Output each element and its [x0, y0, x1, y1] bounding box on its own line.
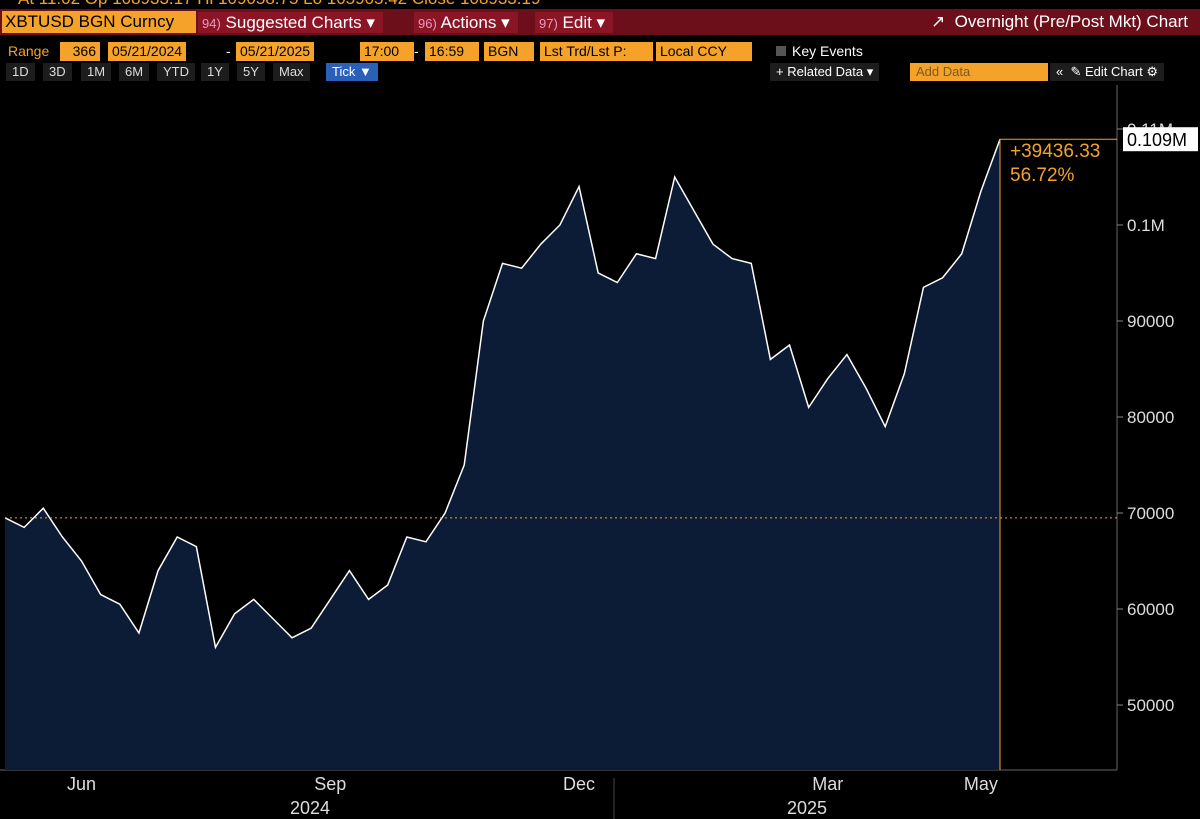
- last-price-label: 0.109M: [1127, 130, 1187, 150]
- menu-num: 97): [539, 16, 558, 31]
- x-tick-label: May: [964, 774, 998, 794]
- edit-chart-label: Edit Chart: [1084, 64, 1143, 79]
- related-data-label: Related Data: [787, 64, 864, 79]
- period-button[interactable]: 1Y: [201, 63, 229, 81]
- chart-mode[interactable]: ↗ Overnight (Pre/Post Mkt) Chart: [930, 12, 1188, 31]
- add-data[interactable]: Add Data: [910, 63, 1048, 81]
- menu-actions[interactable]: 96) Actions ▾: [414, 12, 518, 33]
- change-value: +39436.33: [1010, 141, 1100, 162]
- x-tick-label: Jun: [67, 774, 96, 794]
- change-bracket: [999, 138, 1117, 770]
- chart-mode-label: Overnight (Pre/Post Mkt) Chart: [954, 12, 1188, 31]
- y-tick-label: 70000: [1127, 504, 1174, 523]
- quote-line: At 11:02 Op 108933.17 Hi 109058.75 Lo 10…: [18, 0, 540, 9]
- period-button[interactable]: 5Y: [237, 63, 265, 81]
- menu-suggested[interactable]: 94) Suggested Charts ▾: [198, 12, 383, 33]
- active-period[interactable]: Tick ▼: [326, 63, 378, 81]
- y-tick-label: 0.1M: [1127, 216, 1165, 235]
- period-button[interactable]: 1M: [81, 63, 112, 81]
- menu-label: Actions: [440, 13, 497, 32]
- menu-num: 94): [202, 16, 221, 31]
- price-field[interactable]: Lst Trd/Lst P:: [540, 42, 653, 61]
- active-period-label: Tick: [332, 64, 356, 79]
- period-button[interactable]: Max: [273, 63, 310, 81]
- x-tick-label: Sep: [314, 774, 346, 794]
- range-separator: -: [226, 43, 231, 59]
- range-days[interactable]: 366: [60, 42, 100, 61]
- ticker[interactable]: XBTUSD BGN Curncy: [2, 11, 196, 33]
- end-time[interactable]: 16:59: [425, 42, 479, 61]
- related-data[interactable]: + Related Data ▾: [770, 63, 880, 81]
- end-date[interactable]: 05/21/2025: [236, 42, 315, 61]
- key-events[interactable]: Key Events: [772, 42, 867, 61]
- year-label: 2025: [787, 798, 827, 818]
- chart: 50000600007000080000900000.1M0.11M0.109M…: [0, 85, 1198, 819]
- key-events-label: Key Events: [792, 43, 863, 59]
- currency[interactable]: Local CCY: [656, 42, 752, 61]
- y-tick-label: 90000: [1127, 312, 1174, 331]
- y-tick-label: 80000: [1127, 408, 1174, 427]
- range-separator: -: [414, 43, 419, 59]
- period-button[interactable]: 1D: [6, 63, 35, 81]
- menu-edit[interactable]: 97) Edit ▾: [535, 12, 614, 33]
- start-time[interactable]: 17:00: [360, 42, 414, 61]
- range-label: Range: [8, 43, 50, 59]
- change-pct: 56.72%: [1010, 165, 1075, 186]
- menu-num: 96): [418, 16, 437, 31]
- price-line: [4, 138, 1001, 650]
- menu-label: Edit: [562, 13, 592, 32]
- year-label: 2024: [290, 798, 330, 818]
- start-date[interactable]: 05/21/2024: [108, 42, 187, 61]
- y-tick-label: 60000: [1127, 600, 1174, 619]
- period-button[interactable]: YTD: [157, 63, 195, 81]
- period-button[interactable]: 6M: [119, 63, 150, 81]
- x-tick-label: Mar: [812, 774, 843, 794]
- y-tick-label: 50000: [1127, 696, 1174, 715]
- period-button[interactable]: 3D: [43, 63, 72, 81]
- last-price-box: [1123, 127, 1198, 152]
- source[interactable]: BGN: [484, 42, 534, 61]
- menu-label: Suggested Charts: [225, 13, 362, 32]
- x-tick-label: Dec: [563, 774, 595, 794]
- area-fill: [5, 139, 1000, 771]
- edit-chart[interactable]: « ✎ Edit Chart ⚙: [1050, 63, 1165, 81]
